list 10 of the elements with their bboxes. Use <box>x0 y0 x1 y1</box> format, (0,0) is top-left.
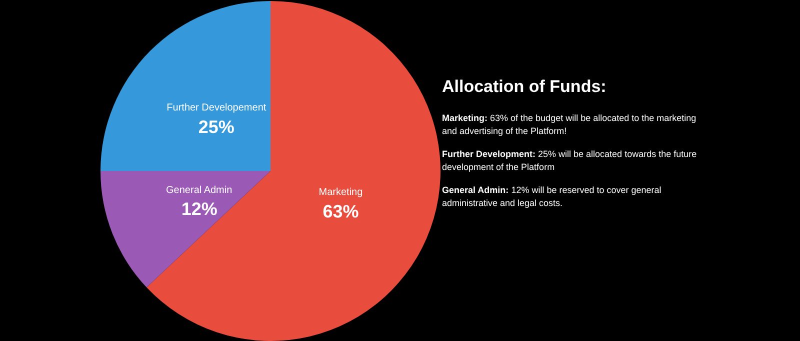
text: Allocation of Funds: <box>442 76 608 98</box>
text: Further Development: 25% will be allocated towards the future development of the Platform <box>442 148 698 174</box>
text: General Admin: 12% will be reserved to cover general administrative and legal costs. <box>442 184 662 210</box>
text: Marketing: 63% of the budget will be allocated to the marketing and advertising of the Platform! <box>442 112 698 138</box>
slice-label: Marketing <box>318 186 363 198</box>
data-label: 12% <box>181 199 218 220</box>
slice-label: General Admin <box>166 184 232 196</box>
data-label: 25% <box>198 116 234 137</box>
slice-label: Further Developement <box>166 102 266 114</box>
data-label: 63% <box>322 201 359 222</box>
